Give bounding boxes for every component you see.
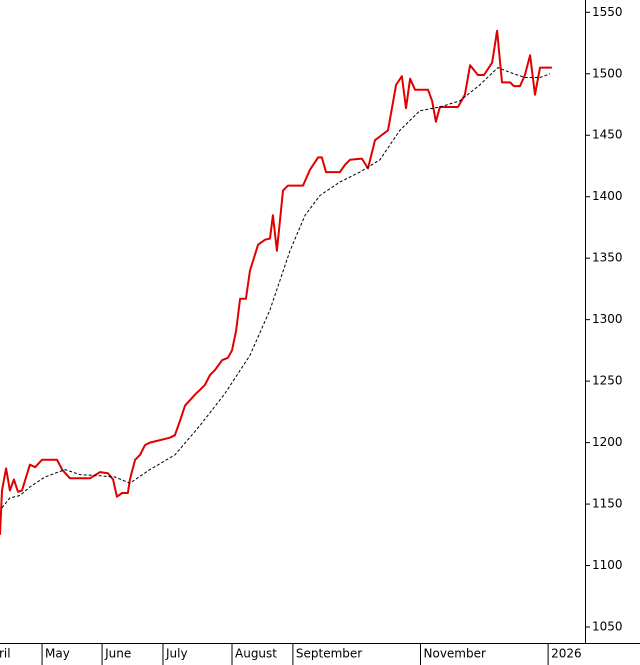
- y-tick-label: 1300: [592, 312, 623, 326]
- y-tick-label: 1200: [592, 435, 623, 449]
- y-tick-label: 1350: [592, 251, 623, 265]
- y-tick-label: 1550: [592, 5, 623, 19]
- price-line: [0, 29, 552, 535]
- y-tick-label: 1450: [592, 128, 623, 142]
- y-tick-label: 1050: [592, 620, 623, 634]
- x-tick-label: July: [165, 647, 188, 661]
- x-tick-label: November: [424, 647, 486, 661]
- y-tick-label: 1150: [592, 497, 623, 511]
- x-tick-label: August: [235, 647, 277, 661]
- y-tick-label: 1250: [592, 374, 623, 388]
- y-tick-label: 1100: [592, 558, 623, 572]
- x-tick-label: September: [296, 647, 362, 661]
- y-tick-label: 1400: [592, 189, 623, 203]
- x-tick-label: ril: [0, 647, 11, 661]
- y-tick-label: 1500: [592, 66, 623, 80]
- x-tick-label: May: [45, 647, 70, 661]
- x-tick-label: 2026: [551, 647, 582, 661]
- x-tick-label: June: [104, 647, 131, 661]
- average-line: [1, 67, 551, 509]
